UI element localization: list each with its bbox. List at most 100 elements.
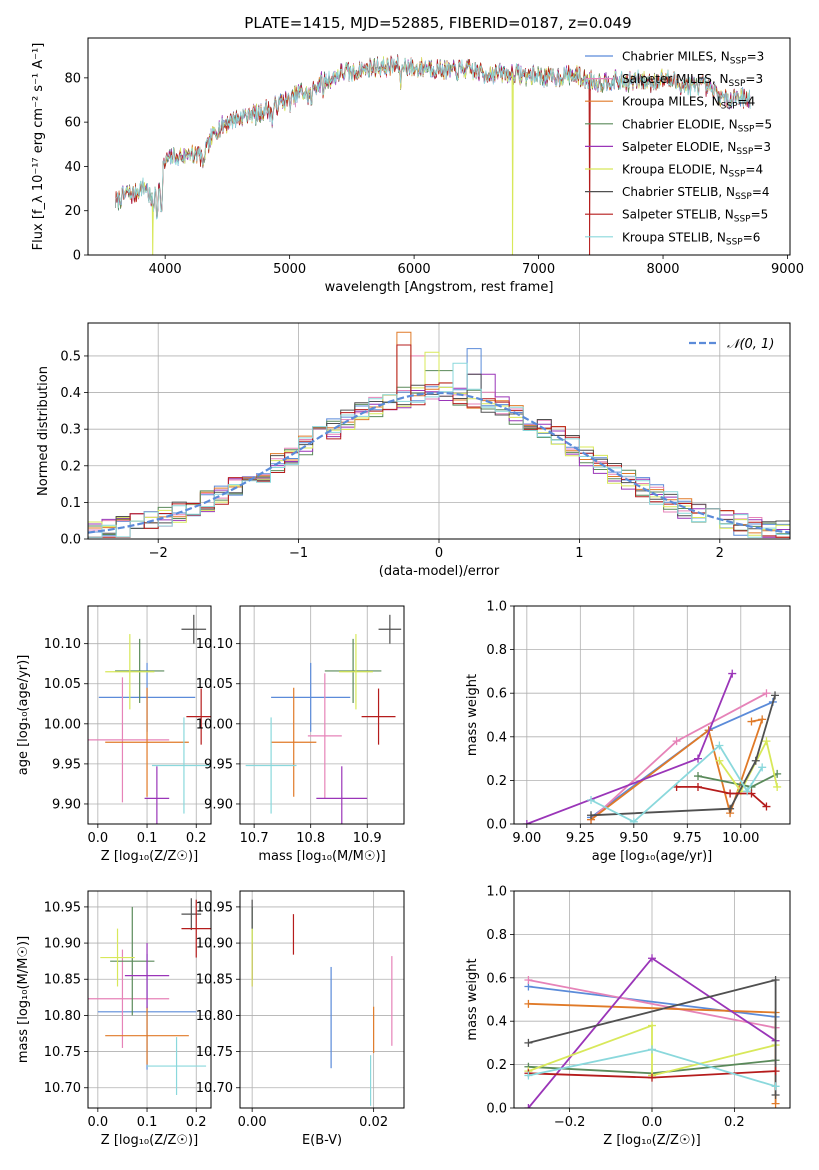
y-tick-label: 0.3 (60, 423, 81, 438)
legend-nssp: =6 (743, 230, 761, 244)
weight-vs-Z-axes: −0.2 0.0 0.2 0.0 0.2 0.4 0.6 0.8 1.0 Z [log₁₀(Z/Z… (465, 885, 790, 1148)
legend-subscript: SSP (721, 102, 738, 112)
legend-model-name: Chabrier ELODIE, N (622, 117, 738, 131)
y-tick-label: 0.5 (60, 349, 81, 364)
spectrum-axes: 4000 5000 6000 7000 8000 9000 0 20 40 60 80 wavelen… (31, 43, 804, 295)
weight-marker (758, 763, 767, 772)
weight-marker (587, 796, 596, 805)
age-vs-Z-frame (87, 605, 212, 825)
legend-subscript: SSP (734, 215, 751, 225)
mass-vs-ebv-points (251, 899, 393, 1106)
x-axis-label: Z [log₁₀(Z/Z☉)] (101, 1133, 198, 1148)
weight-vs-Z-frame (513, 890, 791, 1109)
x-tick-label: 5000 (273, 262, 306, 277)
weight-line-2 (590, 718, 764, 821)
weight-marker (694, 754, 702, 763)
y-tick-label: 10.95 (44, 900, 81, 915)
weight-marker (524, 1038, 533, 1047)
y-tick-label: 10.85 (196, 973, 233, 988)
y-tick-label: 0.0 (60, 533, 81, 548)
weight-marker (648, 1021, 656, 1030)
x-tick-label: −1 (289, 546, 308, 561)
x-tick-label: 0 (435, 546, 443, 561)
weight-marker (747, 717, 756, 726)
weight-line-0 (590, 701, 774, 819)
weight-marker (524, 1071, 533, 1080)
spectrum-frame (87, 37, 791, 256)
y-tick-label: 0.8 (486, 643, 507, 658)
legend-label: 𝒩(0, 1) (727, 337, 774, 352)
x-tick-label: −2 (149, 546, 168, 561)
weight-marker (524, 975, 533, 984)
x-tick-label: 0.2 (724, 1115, 745, 1130)
x-tick-label: 0.2 (186, 831, 207, 846)
legend-model-name: Chabrier MILES, N (622, 50, 730, 64)
x-tick-label: 0.0 (87, 1115, 108, 1130)
x-tick-label: 0.0 (642, 1115, 663, 1130)
x-tick-label: 2 (716, 546, 724, 561)
x-tick-label: 9.00 (512, 831, 541, 846)
y-tick-label: 1.0 (486, 600, 507, 615)
x-tick-label: 0.02 (359, 1115, 388, 1130)
y-tick-label: 10.00 (44, 717, 81, 732)
weight-vs-age-frame (513, 605, 791, 825)
y-tick-label: 0.0 (486, 818, 507, 833)
age-vs-mass-axes: 10.7 10.8 10.9 9.90 9.95 10.00 10.05 10.10 mass … (196, 606, 404, 864)
legend-label: Chabrier MILES, NSSP=3 (622, 50, 764, 67)
y-tick-label: 0.4 (486, 1015, 507, 1030)
weight-marker (694, 772, 702, 781)
x-tick-label: 9.50 (619, 831, 648, 846)
mass-vs-Z-frame (87, 890, 212, 1109)
legend-subscript: SSP (729, 79, 746, 89)
x-axis-label: Z [log₁₀(Z/Z☉)] (101, 849, 198, 864)
x-tick-label: 0.1 (137, 1115, 158, 1130)
y-axis-label: mass weight (465, 674, 480, 756)
legend-subscript: SSP (726, 237, 743, 247)
y-tick-label: 10.70 (196, 1081, 233, 1096)
y-tick-label: 10.90 (44, 937, 81, 952)
weight-line-7 (676, 786, 768, 808)
residuals-axes: −2 −1 0 1 2 0.0 0.1 0.2 0.3 0.4 0.5 (data-model)/er… (36, 323, 790, 579)
x-tick-label: 7000 (522, 262, 555, 277)
y-tick-label: 9.90 (204, 797, 233, 812)
age-vs-Z-grid (88, 606, 211, 824)
y-tick-label: 10.00 (196, 717, 233, 732)
y-tick-label: 0.6 (486, 687, 507, 702)
y-tick-label: 10.85 (44, 973, 81, 988)
weight-vs-Z-series (524, 954, 780, 1108)
legend-nssp: =3 (745, 72, 763, 86)
mass-vs-ebv-axes: 0.00 0.02 10.70 10.75 10.80 10.85 10.90 10.95 E(… (196, 891, 404, 1148)
y-tick-label: 0.8 (486, 928, 507, 943)
weight-marker (587, 811, 596, 820)
y-axis-label: mass weight (465, 958, 480, 1040)
legend-label: Kroupa MILES, NSSP=4 (622, 95, 755, 112)
y-tick-label: 10.80 (44, 1009, 81, 1024)
y-tick-label: 9.95 (52, 757, 81, 772)
legend-nssp: =4 (752, 185, 770, 199)
weight-line-5 (718, 738, 779, 794)
legend-model-name: Salpeter STELIB, N (622, 208, 734, 222)
weight-marker (762, 689, 771, 698)
y-axis-label: age [log₁₀(age/yr)] (16, 655, 31, 776)
residuals-frame (87, 322, 791, 540)
y-tick-label: 10.10 (196, 637, 233, 652)
legend-model-name: Chabrier STELIB, N (622, 185, 735, 199)
weight-marker (762, 737, 771, 746)
legend-model-name: Kroupa MILES, N (622, 95, 721, 109)
legend-label: Salpeter STELIB, NSSP=5 (622, 208, 768, 225)
y-tick-label: 20 (64, 204, 81, 219)
y-tick-label: 10.75 (196, 1045, 233, 1060)
legend-nssp: =4 (738, 95, 756, 109)
residual-legend: 𝒩(0, 1) (689, 337, 774, 352)
weight-line-4 (526, 673, 734, 824)
weight-marker (771, 1082, 780, 1091)
y-tick-label: 0.6 (486, 971, 507, 986)
x-tick-label: 0.2 (186, 1115, 207, 1130)
y-axis-label: Normed distribution (36, 366, 51, 496)
weight-vs-age-series (522, 669, 782, 824)
y-tick-label: 0.2 (60, 459, 81, 474)
legend-subscript: SSP (738, 124, 755, 134)
weight-marker (771, 975, 780, 984)
weight-marker (648, 954, 656, 963)
x-axis-label: age [log₁₀(age/yr)] (592, 849, 713, 864)
